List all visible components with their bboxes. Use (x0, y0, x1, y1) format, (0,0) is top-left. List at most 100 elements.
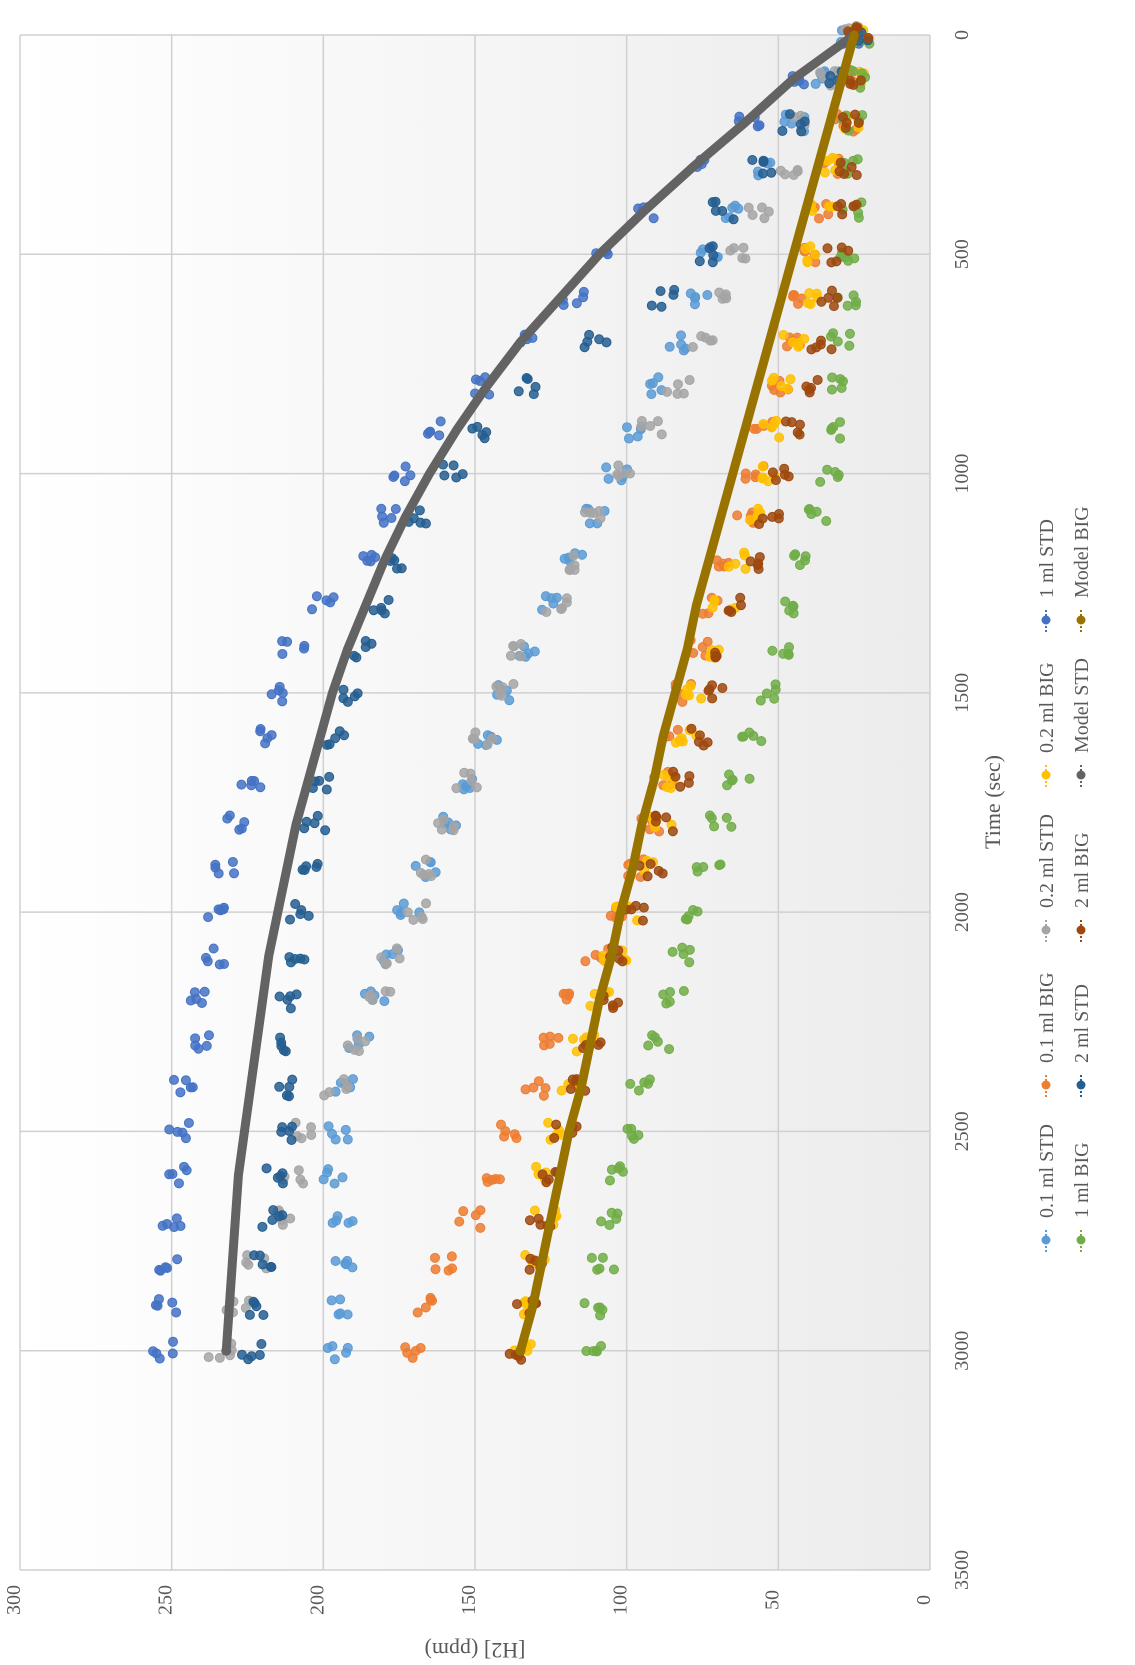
data-point (448, 460, 459, 471)
data-point (405, 470, 416, 481)
data-point (203, 912, 214, 923)
data-point (649, 1032, 660, 1043)
data-point (779, 463, 790, 474)
data-point (770, 679, 781, 690)
data-point (710, 196, 721, 207)
data-point (277, 1210, 288, 1221)
data-point (758, 156, 769, 167)
data-point (330, 1256, 341, 1267)
series-1-ml-big (579, 27, 875, 1357)
data-point (214, 1352, 225, 1363)
data-point (531, 1161, 542, 1172)
legend: 0.1 ml STD 0.1 ml BIG 0.2 ml STD 0.2 ml BIG… (1036, 506, 1093, 1252)
data-point (179, 1161, 190, 1172)
data-point (323, 1121, 334, 1132)
data-point (394, 953, 405, 964)
data-point (239, 817, 250, 828)
data-point (286, 1134, 297, 1145)
data-point (471, 782, 482, 793)
data-point (580, 956, 591, 967)
data-point (730, 558, 741, 569)
data-point (788, 169, 799, 180)
data-point (342, 1134, 353, 1145)
y-tick-label: 150 (458, 1585, 480, 1615)
data-point (338, 1074, 349, 1085)
data-point (646, 300, 657, 311)
data-point (420, 854, 431, 865)
data-point (710, 652, 721, 663)
data-point (623, 433, 634, 444)
data-point (381, 958, 392, 969)
data-point (243, 1259, 254, 1270)
data-point (668, 766, 679, 777)
data-point (392, 563, 403, 574)
data-point (290, 898, 301, 909)
data-point (706, 813, 717, 824)
data-point (529, 1205, 540, 1216)
data-point (691, 862, 702, 873)
data-point (726, 775, 737, 786)
data-point (850, 109, 861, 120)
data-point (826, 424, 837, 435)
data-point (412, 1307, 423, 1318)
data-point (744, 727, 755, 738)
data-point (448, 821, 459, 832)
data-point (391, 943, 402, 954)
data-point (335, 1294, 346, 1305)
data-point (511, 1133, 522, 1144)
data-point (408, 914, 419, 925)
data-point (349, 1044, 360, 1055)
data-point (466, 775, 477, 786)
legend-label: 0.1 ml STD (1036, 1124, 1058, 1218)
x-axis-title: Time (sec) (980, 755, 1005, 849)
data-point (257, 1221, 268, 1232)
data-point (702, 636, 713, 647)
legend-label: 1 ml STD (1036, 519, 1058, 598)
data-point (815, 67, 826, 78)
data-point (352, 688, 363, 699)
data-point (800, 551, 811, 562)
data-point (805, 241, 816, 252)
data-point (835, 374, 846, 385)
data-point (451, 783, 462, 794)
data-point (567, 1033, 578, 1044)
data-point (710, 205, 721, 216)
data-point (835, 417, 846, 428)
data-point (603, 473, 614, 484)
data-point (379, 996, 390, 1007)
data-point (680, 914, 691, 925)
data-point (171, 1307, 182, 1318)
data-point (172, 1254, 183, 1265)
data-point (728, 214, 739, 225)
data-point (657, 868, 668, 879)
data-point (717, 293, 728, 304)
data-point (642, 871, 653, 882)
data-point (696, 331, 707, 342)
data-point (364, 991, 375, 1002)
data-point (678, 986, 689, 997)
data-point (362, 555, 373, 566)
data-point (805, 299, 816, 310)
data-point (324, 771, 335, 782)
data-point (828, 328, 839, 339)
data-point (795, 119, 806, 130)
data-point (604, 1220, 615, 1231)
data-point (447, 1263, 458, 1274)
legend-item: 0.2 ml STD (1036, 814, 1058, 942)
data-point (293, 1165, 304, 1176)
data-point (266, 1262, 277, 1273)
data-point (594, 505, 605, 516)
data-point (274, 1081, 285, 1092)
data-point (497, 682, 508, 693)
data-point (596, 1216, 607, 1227)
data-point (835, 433, 846, 444)
data-point (656, 429, 667, 440)
data-point (645, 378, 656, 389)
data-point (839, 168, 850, 179)
data-point (398, 898, 409, 909)
data-point (664, 341, 675, 352)
data-point (342, 1255, 353, 1266)
legend-label: 1 ml BIG (1071, 1142, 1093, 1218)
data-point (360, 1036, 371, 1047)
